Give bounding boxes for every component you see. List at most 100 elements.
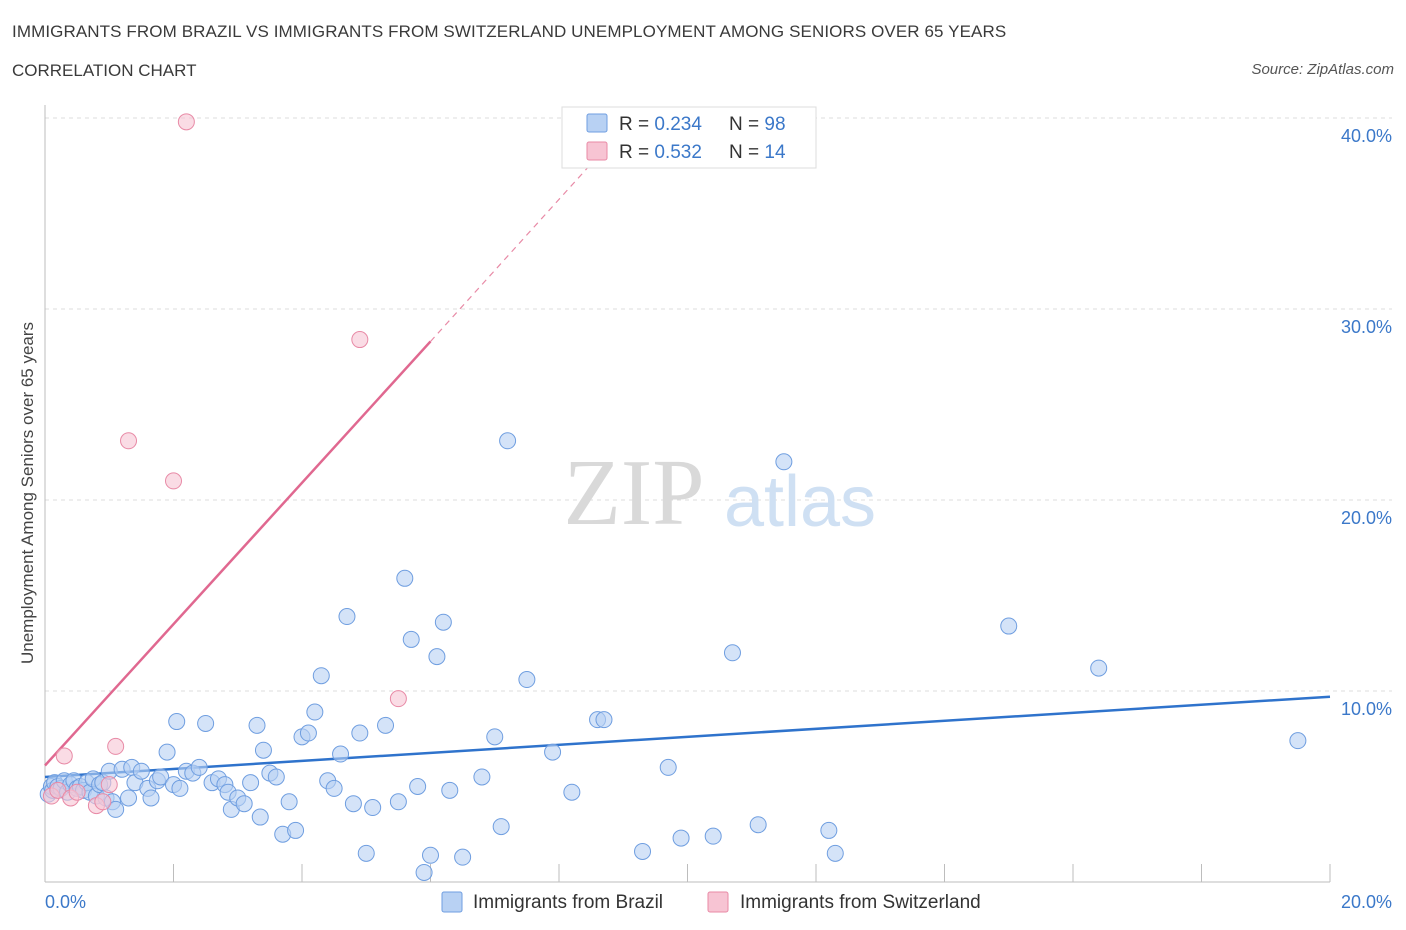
brazil-point	[415, 863, 433, 881]
brazil-point	[299, 724, 317, 742]
brazil-point	[332, 745, 350, 763]
switzerland-point	[165, 472, 182, 490]
switzerland-point	[107, 737, 125, 755]
brazil-point	[659, 758, 677, 776]
brazil-point	[428, 648, 446, 666]
x-tick-labels: 0.0% 20.0%	[45, 892, 1392, 912]
brazil-point	[396, 569, 414, 587]
brazil-point	[351, 724, 369, 742]
switzerland-point	[120, 432, 138, 450]
brazil-point	[120, 789, 138, 807]
legend-brazil-n-value: 98	[764, 114, 785, 135]
chart-subtitle: CORRELATION CHART	[12, 61, 197, 80]
switzerland-point	[389, 690, 407, 708]
axes	[44, 105, 1331, 883]
brazil-point	[107, 800, 125, 818]
brazil-point	[377, 716, 395, 734]
legend-brazil-r-label: R =	[619, 114, 654, 135]
brazil-point	[704, 827, 722, 845]
brazil-point	[357, 844, 375, 862]
brazil-point	[749, 816, 767, 834]
brazil-point	[132, 762, 150, 780]
svg-text:R = 0.234: R = 0.234	[619, 114, 702, 135]
brazil-point	[518, 671, 536, 689]
brazil-point	[1289, 732, 1307, 750]
brazil-point	[251, 808, 269, 826]
x-tick-label: 20.0%	[1341, 892, 1392, 912]
grid-lines	[45, 117, 1392, 692]
brazil-point	[723, 644, 741, 662]
brazil-point	[492, 818, 510, 836]
brazil-point	[1090, 659, 1108, 677]
brazil-point	[672, 829, 690, 847]
brazil-point	[364, 799, 382, 817]
brazil-point	[595, 711, 613, 729]
y-axis-label: Unemployment Among Seniors over 65 years	[18, 322, 37, 664]
brazil-point	[544, 743, 562, 761]
brazil-point	[422, 846, 439, 864]
svg-text:R = 0.532: R = 0.532	[619, 142, 702, 163]
legend-bottom-switzerland-label: Immigrants from Switzerland	[740, 892, 981, 913]
legend-series: Immigrants from Brazil Immigrants from S…	[441, 891, 981, 913]
legend-brazil-n-label: N =	[729, 114, 764, 135]
switzerland-point	[94, 793, 112, 811]
brazil-point	[190, 758, 208, 776]
switzerland-trend-extension	[430, 163, 592, 342]
brazil-point	[775, 453, 793, 471]
y-tick-label: 40.0%	[1341, 126, 1392, 146]
watermark: ZIP atlas	[564, 441, 877, 545]
brazil-point	[434, 613, 452, 631]
brazil-point	[338, 608, 356, 626]
series-brazil-points	[39, 432, 1307, 881]
watermark-zip: ZIP	[564, 441, 705, 545]
chart-title: IMMIGRANTS FROM BRAZIL VS IMMIGRANTS FRO…	[12, 22, 1007, 41]
legend-switzerland-n-label: N =	[729, 142, 764, 163]
brazil-point	[473, 768, 491, 786]
switzerland-point	[177, 113, 195, 131]
series-switzerland-points	[42, 113, 407, 815]
brazil-point	[486, 728, 504, 746]
brazil-trend-line	[44, 695, 1331, 779]
brazil-point	[171, 779, 189, 797]
svg-text:N = 14: N = 14	[729, 142, 786, 163]
brazil-point	[563, 783, 581, 801]
brazil-point	[312, 667, 330, 685]
legend-bottom-brazil-label: Immigrants from Brazil	[473, 892, 663, 913]
brazil-point	[389, 793, 407, 811]
brazil-point	[499, 432, 517, 450]
brazil-point	[402, 630, 420, 648]
brazil-point	[168, 713, 186, 731]
brazil-point	[152, 768, 170, 786]
brazil-point	[248, 716, 266, 734]
svg-text:N = 98: N = 98	[729, 114, 786, 135]
switzerland-point	[55, 747, 73, 765]
legend-switzerland-r-label: R =	[619, 142, 654, 163]
brazil-point	[441, 781, 459, 799]
legend-switzerland-n-value: 14	[764, 142, 786, 163]
brazil-point	[826, 844, 844, 862]
brazil-point	[634, 842, 652, 860]
brazil-point	[254, 741, 272, 759]
brazil-point	[820, 821, 838, 839]
switzerland-point	[49, 781, 67, 799]
brazil-point	[197, 714, 215, 732]
legend-bottom-brazil-swatch	[441, 891, 463, 913]
legend-bottom-switzerland-swatch	[707, 891, 729, 913]
brazil-point	[280, 793, 298, 811]
brazil-point	[242, 774, 260, 792]
brazil-point	[287, 821, 305, 839]
switzerland-point	[100, 776, 118, 794]
brazil-point	[142, 789, 160, 807]
y-tick-label: 30.0%	[1341, 317, 1392, 337]
switzerland-point	[351, 331, 369, 349]
brazil-point	[454, 848, 472, 866]
switzerland-trend-line	[44, 340, 432, 767]
y-tick-label: 20.0%	[1341, 508, 1392, 528]
y-tick-labels: 10.0% 20.0% 30.0% 40.0%	[1341, 126, 1392, 719]
legend-stats: R = 0.234 N = 98 R = 0.532 N = 14	[561, 106, 817, 169]
x-tick-label: 0.0%	[45, 892, 86, 912]
brazil-point	[325, 779, 343, 797]
legend-switzerland-r-value: 0.532	[654, 142, 702, 163]
legend-brazil-r-value: 0.234	[654, 114, 702, 135]
